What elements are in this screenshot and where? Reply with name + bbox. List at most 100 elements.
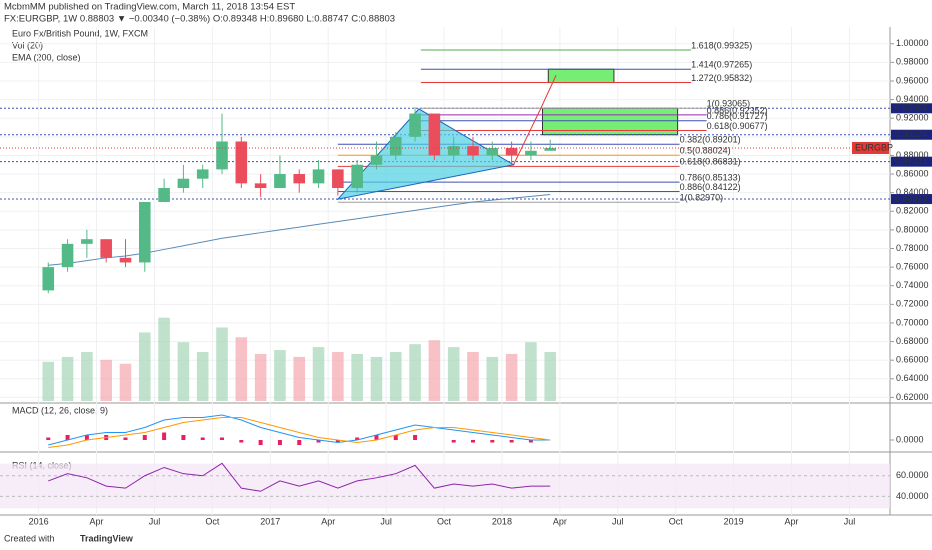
- frames: [0, 27, 932, 516]
- y-tick-label: 0.86000: [896, 168, 929, 178]
- candle-body: [312, 169, 325, 184]
- macd-hist: [142, 435, 147, 440]
- candle-body: [525, 150, 537, 156]
- macd-line: [48, 414, 551, 446]
- macd-hist: [413, 435, 418, 440]
- y-tick-label: 0.94000: [896, 94, 929, 104]
- x-tick-label: 2017: [260, 516, 280, 526]
- candle-body: [447, 146, 460, 156]
- candle-body: [42, 267, 55, 291]
- volume-bar: [61, 356, 74, 401]
- fib-label: 1(0.82970): [680, 193, 724, 203]
- fib-label: 0.618(0.86831): [680, 157, 741, 167]
- volume-bar: [254, 353, 267, 401]
- volume-bar: [139, 332, 151, 401]
- macd-hist: [220, 437, 225, 440]
- symbol-tag: [852, 141, 889, 154]
- y-tick-label: 0.96000: [896, 75, 929, 85]
- fib-label: 1.618(0.99325): [691, 40, 752, 50]
- candle-body: [428, 113, 441, 156]
- candle-body: [544, 147, 557, 151]
- macd-hist: [162, 432, 167, 440]
- y-tick-label: 0.66000: [896, 355, 929, 365]
- fib-label: 0.382(0.89201): [680, 135, 741, 145]
- candle-body: [486, 147, 499, 156]
- y-tick-label: 0.74000: [896, 280, 929, 290]
- volume-bar: [505, 353, 518, 401]
- volume-bar: [216, 327, 228, 401]
- level-tag: [891, 156, 932, 167]
- y-tick-label: 0.72000: [896, 299, 929, 309]
- fib-label: 0.5(0.88024): [680, 146, 731, 156]
- level-tag: [891, 194, 932, 205]
- y-tick-label: 0.84000: [896, 187, 929, 197]
- y-tick-label: 1.00000: [896, 38, 929, 48]
- candle-body: [81, 239, 93, 244]
- level-label: 0.93065: [895, 103, 928, 113]
- y-tick-label: 0.80000: [896, 224, 929, 234]
- volume-bar: [409, 344, 421, 401]
- x-tick-label: Jul: [844, 516, 856, 526]
- candle-body: [216, 141, 228, 170]
- x-tick-label: 2019: [724, 516, 744, 526]
- instrument: Euro Fx/British Pound, 1W, FXCM: [12, 28, 148, 38]
- macd-hist: [490, 440, 495, 443]
- volume-bar: [119, 363, 132, 401]
- volume-bar: [177, 342, 190, 401]
- candle-body: [119, 257, 132, 263]
- macd-hist: [393, 435, 398, 440]
- x-tick-label: Apr: [785, 516, 799, 526]
- macd-hist: [374, 435, 379, 440]
- y-tick-label: 0.88000: [896, 150, 929, 160]
- volume-bar: [351, 353, 363, 401]
- quote: FX:EURGBP, 1W 0.88803 ▼ −0.00340 (−0.38%…: [4, 14, 395, 25]
- fib-label: 0.786(0.85133): [680, 172, 741, 182]
- target-zone: [547, 68, 615, 84]
- candle-body: [235, 141, 248, 184]
- level-label: 0.83313: [895, 193, 928, 203]
- candle-body: [274, 174, 286, 189]
- footer: Created with: [4, 533, 55, 543]
- volume-bar: [467, 352, 479, 401]
- volume-bar: [447, 347, 460, 401]
- macd-hist: [335, 440, 340, 443]
- macd-hist: [451, 440, 456, 443]
- macd-hist: [297, 440, 302, 445]
- candle-body: [409, 113, 421, 137]
- y-tick-label: 0.68000: [896, 336, 929, 346]
- macd-hist: [123, 437, 128, 440]
- macd-hist: [470, 440, 475, 443]
- volume-bar: [389, 352, 402, 401]
- candle-body: [139, 201, 151, 263]
- macd-hist: [200, 437, 205, 440]
- x-tick-label: Oct: [437, 516, 452, 526]
- macd-hist: [277, 440, 282, 445]
- fib-label: 0.618(0.90677): [707, 121, 768, 131]
- macd-hist: [355, 437, 360, 440]
- y-tick-label: 40.0000: [896, 491, 929, 501]
- x-tick-label: Jul: [149, 516, 161, 526]
- fib-label: 1.414(0.97265): [691, 60, 752, 70]
- volume-bar: [42, 361, 55, 401]
- projection: [513, 75, 557, 165]
- x-tick-label: Jul: [612, 516, 624, 526]
- volume-bar: [158, 317, 170, 401]
- level-label: 0.87331: [895, 156, 928, 166]
- volume-bar: [81, 352, 93, 401]
- candle-body: [293, 174, 306, 184]
- y-tick-label: 0.76000: [896, 261, 929, 271]
- candle-body: [505, 147, 518, 156]
- volume-bar: [100, 359, 112, 401]
- candle-body: [61, 243, 74, 268]
- candle-body: [196, 169, 209, 179]
- x-tick-label: Apr: [321, 516, 335, 526]
- x-tick-label: Apr: [90, 516, 104, 526]
- volume-bar: [544, 352, 557, 401]
- y-tick-label: 0.64000: [896, 373, 929, 383]
- macd-hist: [258, 440, 263, 445]
- fib-label: 1(0.93065): [707, 99, 751, 109]
- y-tick-label: 0.78000: [896, 243, 929, 253]
- candle-body: [351, 164, 363, 189]
- signal-line: [48, 417, 551, 448]
